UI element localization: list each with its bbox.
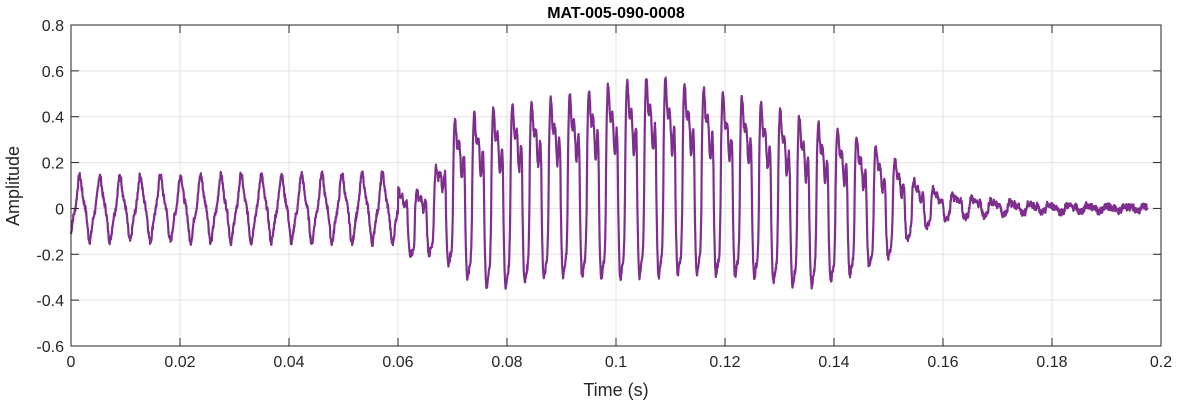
series-line-amplitude [69, 76, 1149, 290]
x-tick-label: 0 [67, 354, 76, 371]
y-tick-label: -0.6 [36, 339, 64, 356]
x-tick-label: 0.04 [273, 354, 304, 371]
x-tick-label: 0.06 [382, 354, 413, 371]
y-tick-label: 0.8 [42, 18, 64, 35]
x-tick-label: 0.12 [709, 354, 740, 371]
x-tick-label: 0.1 [605, 354, 627, 371]
y-tick-label: -0.2 [36, 247, 64, 264]
y-tick-label: 0.2 [42, 156, 64, 173]
y-axis-ticks: -0.6 -0.4 -0.2 0 0.2 0.4 0.6 0.8 [36, 18, 1161, 356]
x-tick-label: 0.08 [491, 354, 522, 371]
x-axis-label: Time (s) [583, 380, 648, 400]
chart-title: MAT-005-090-0008 [547, 5, 685, 22]
x-axis-ticks: 0 0.02 0.04 0.06 0.08 0.1 0.12 0.14 0.16 0.18 0.2 [67, 25, 1172, 371]
x-tick-label: 0.18 [1036, 354, 1067, 371]
x-tick-label: 0.16 [927, 354, 958, 371]
y-tick-label: -0.4 [36, 293, 64, 310]
x-tick-label: 0.2 [1150, 354, 1172, 371]
y-tick-label: 0.6 [42, 64, 64, 81]
y-axis-label: Amplitude [3, 146, 23, 226]
x-tick-label: 0.02 [164, 354, 195, 371]
grid-lines [71, 25, 1161, 346]
x-tick-label: 0.14 [818, 354, 849, 371]
y-tick-label: 0 [55, 201, 64, 218]
y-tick-label: 0.4 [42, 110, 64, 127]
